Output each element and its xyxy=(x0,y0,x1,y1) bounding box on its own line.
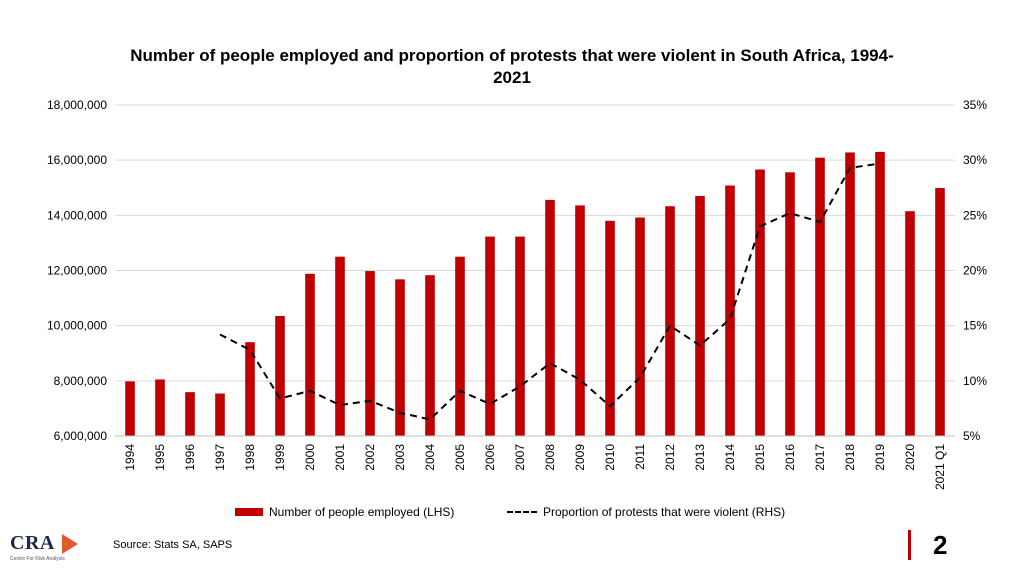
x-tick-label: 1998 xyxy=(243,444,257,471)
right-tick-label: 30% xyxy=(963,153,987,167)
right-axis: 5% 10% 15% 20% 25% 30% 35% xyxy=(963,98,987,443)
x-tick-label: 1996 xyxy=(183,444,197,471)
x-tick-label: 1994 xyxy=(123,444,137,471)
right-tick-label: 20% xyxy=(963,264,987,278)
x-tick-label: 2006 xyxy=(483,444,497,471)
x-tick-label: 2012 xyxy=(663,444,677,471)
x-tick-label: 2011 xyxy=(633,444,647,470)
x-tick-label: 2001 xyxy=(333,444,347,471)
x-tick-label: 1995 xyxy=(153,444,167,471)
left-axis: 6,000,000 8,000,000 10,000,000 12,000,000 14… xyxy=(47,98,107,443)
x-tick-label: 2015 xyxy=(753,444,767,471)
page-number: 2 xyxy=(933,530,948,560)
x-tick-label: 2010 xyxy=(603,444,617,471)
bar-employed-2006 xyxy=(485,236,495,436)
x-tick-label: 2014 xyxy=(723,444,737,471)
right-tick-label: 10% xyxy=(963,374,987,388)
right-tick-label: 15% xyxy=(963,319,987,333)
x-tick-label: 2020 xyxy=(903,444,917,471)
bar-employed-2008 xyxy=(545,199,555,436)
x-tick-label: 2002 xyxy=(363,444,377,471)
x-tick-label: 2003 xyxy=(393,444,407,471)
x-tick-label: 2016 xyxy=(783,444,797,471)
x-tick-label: 2008 xyxy=(543,444,557,471)
bar-employed-2012 xyxy=(665,206,675,436)
legend-swatch-dashed-line xyxy=(507,511,537,513)
bar-employed-2007 xyxy=(515,236,525,436)
x-tick-label: 1999 xyxy=(273,444,287,471)
cra-logo: CRA Centre For Risk Analysis xyxy=(10,530,90,564)
x-tick-label: 1997 xyxy=(213,444,227,471)
logo-text: CRA xyxy=(10,532,55,554)
x-tick-label: 2007 xyxy=(513,444,527,471)
legend-swatch-bar xyxy=(235,508,263,516)
bar-employed-2002 xyxy=(365,271,375,436)
bar-employed-2009 xyxy=(575,205,585,436)
x-tick-label: 2009 xyxy=(573,444,587,471)
bar-employed-1997 xyxy=(215,393,225,436)
x-tick-label: 2000 xyxy=(303,444,317,471)
left-tick-label: 12,000,000 xyxy=(47,264,107,278)
left-tick-label: 6,000,000 xyxy=(54,429,108,443)
bar-employed-2014 xyxy=(725,185,735,436)
legend-item-employed: Number of people employed (LHS) xyxy=(235,505,454,519)
bar-employed-2013 xyxy=(695,196,705,436)
bar-employed-2004 xyxy=(425,275,435,436)
x-tick-label: 2013 xyxy=(693,444,707,471)
legend-label-employed: Number of people employed (LHS) xyxy=(269,505,455,519)
right-tick-label: 5% xyxy=(963,429,981,443)
bar-employed-2011 xyxy=(635,217,645,436)
bar-employed-2021 Q1 xyxy=(935,188,945,436)
left-tick-label: 16,000,000 xyxy=(47,153,107,167)
bar-employed-2001 xyxy=(335,256,345,436)
right-tick-label: 25% xyxy=(963,208,987,222)
bar-employed-2019 xyxy=(875,151,885,436)
bar-employed-1998 xyxy=(245,342,255,436)
bar-employed-2017 xyxy=(815,157,825,436)
x-tick-label: 2005 xyxy=(453,444,467,471)
left-tick-label: 14,000,000 xyxy=(47,208,107,222)
bar-employed-2018 xyxy=(845,152,855,436)
left-tick-label: 10,000,000 xyxy=(47,319,107,333)
bar-employed-2010 xyxy=(605,220,615,436)
bar-employed-1999 xyxy=(275,316,285,436)
logo-subtitle: Centre For Risk Analysis xyxy=(10,556,65,562)
x-tick-label: 2017 xyxy=(813,444,827,471)
bar-employed-2005 xyxy=(455,256,465,436)
left-tick-label: 18,000,000 xyxy=(47,98,107,112)
x-tick-label: 2018 xyxy=(843,444,857,471)
logo-arrow-icon xyxy=(62,534,78,554)
x-tick-label: 2021 Q1 xyxy=(933,444,947,490)
chart-title: Number of people employed and proportion… xyxy=(130,46,894,87)
x-tick-label: 2019 xyxy=(873,444,887,471)
bar-employed-1994 xyxy=(125,381,135,436)
bar-employed-2016 xyxy=(785,172,795,436)
legend-item-violent: Proportion of protests that were violent… xyxy=(507,505,785,519)
source-note: Source: Stats SA, SAPS xyxy=(113,539,233,551)
left-tick-label: 8,000,000 xyxy=(54,374,108,388)
bar-employed-2015 xyxy=(755,169,765,437)
bar-employed-2020 xyxy=(905,211,915,436)
gridlines xyxy=(115,104,955,437)
bar-employed-2003 xyxy=(395,279,405,436)
x-axis: 1994 1995 1996 1997 1998 1999 2000 2001 2002 2003… xyxy=(115,435,955,490)
bar-employed-2000 xyxy=(305,273,315,436)
legend-label-violent: Proportion of protests that were violent… xyxy=(543,505,786,519)
page-divider xyxy=(908,530,911,560)
x-tick-label: 2004 xyxy=(423,444,437,471)
bar-employed-1995 xyxy=(155,379,165,436)
right-tick-label: 35% xyxy=(963,98,987,112)
bar-employed-1996 xyxy=(185,392,195,436)
bar-series xyxy=(125,151,945,437)
